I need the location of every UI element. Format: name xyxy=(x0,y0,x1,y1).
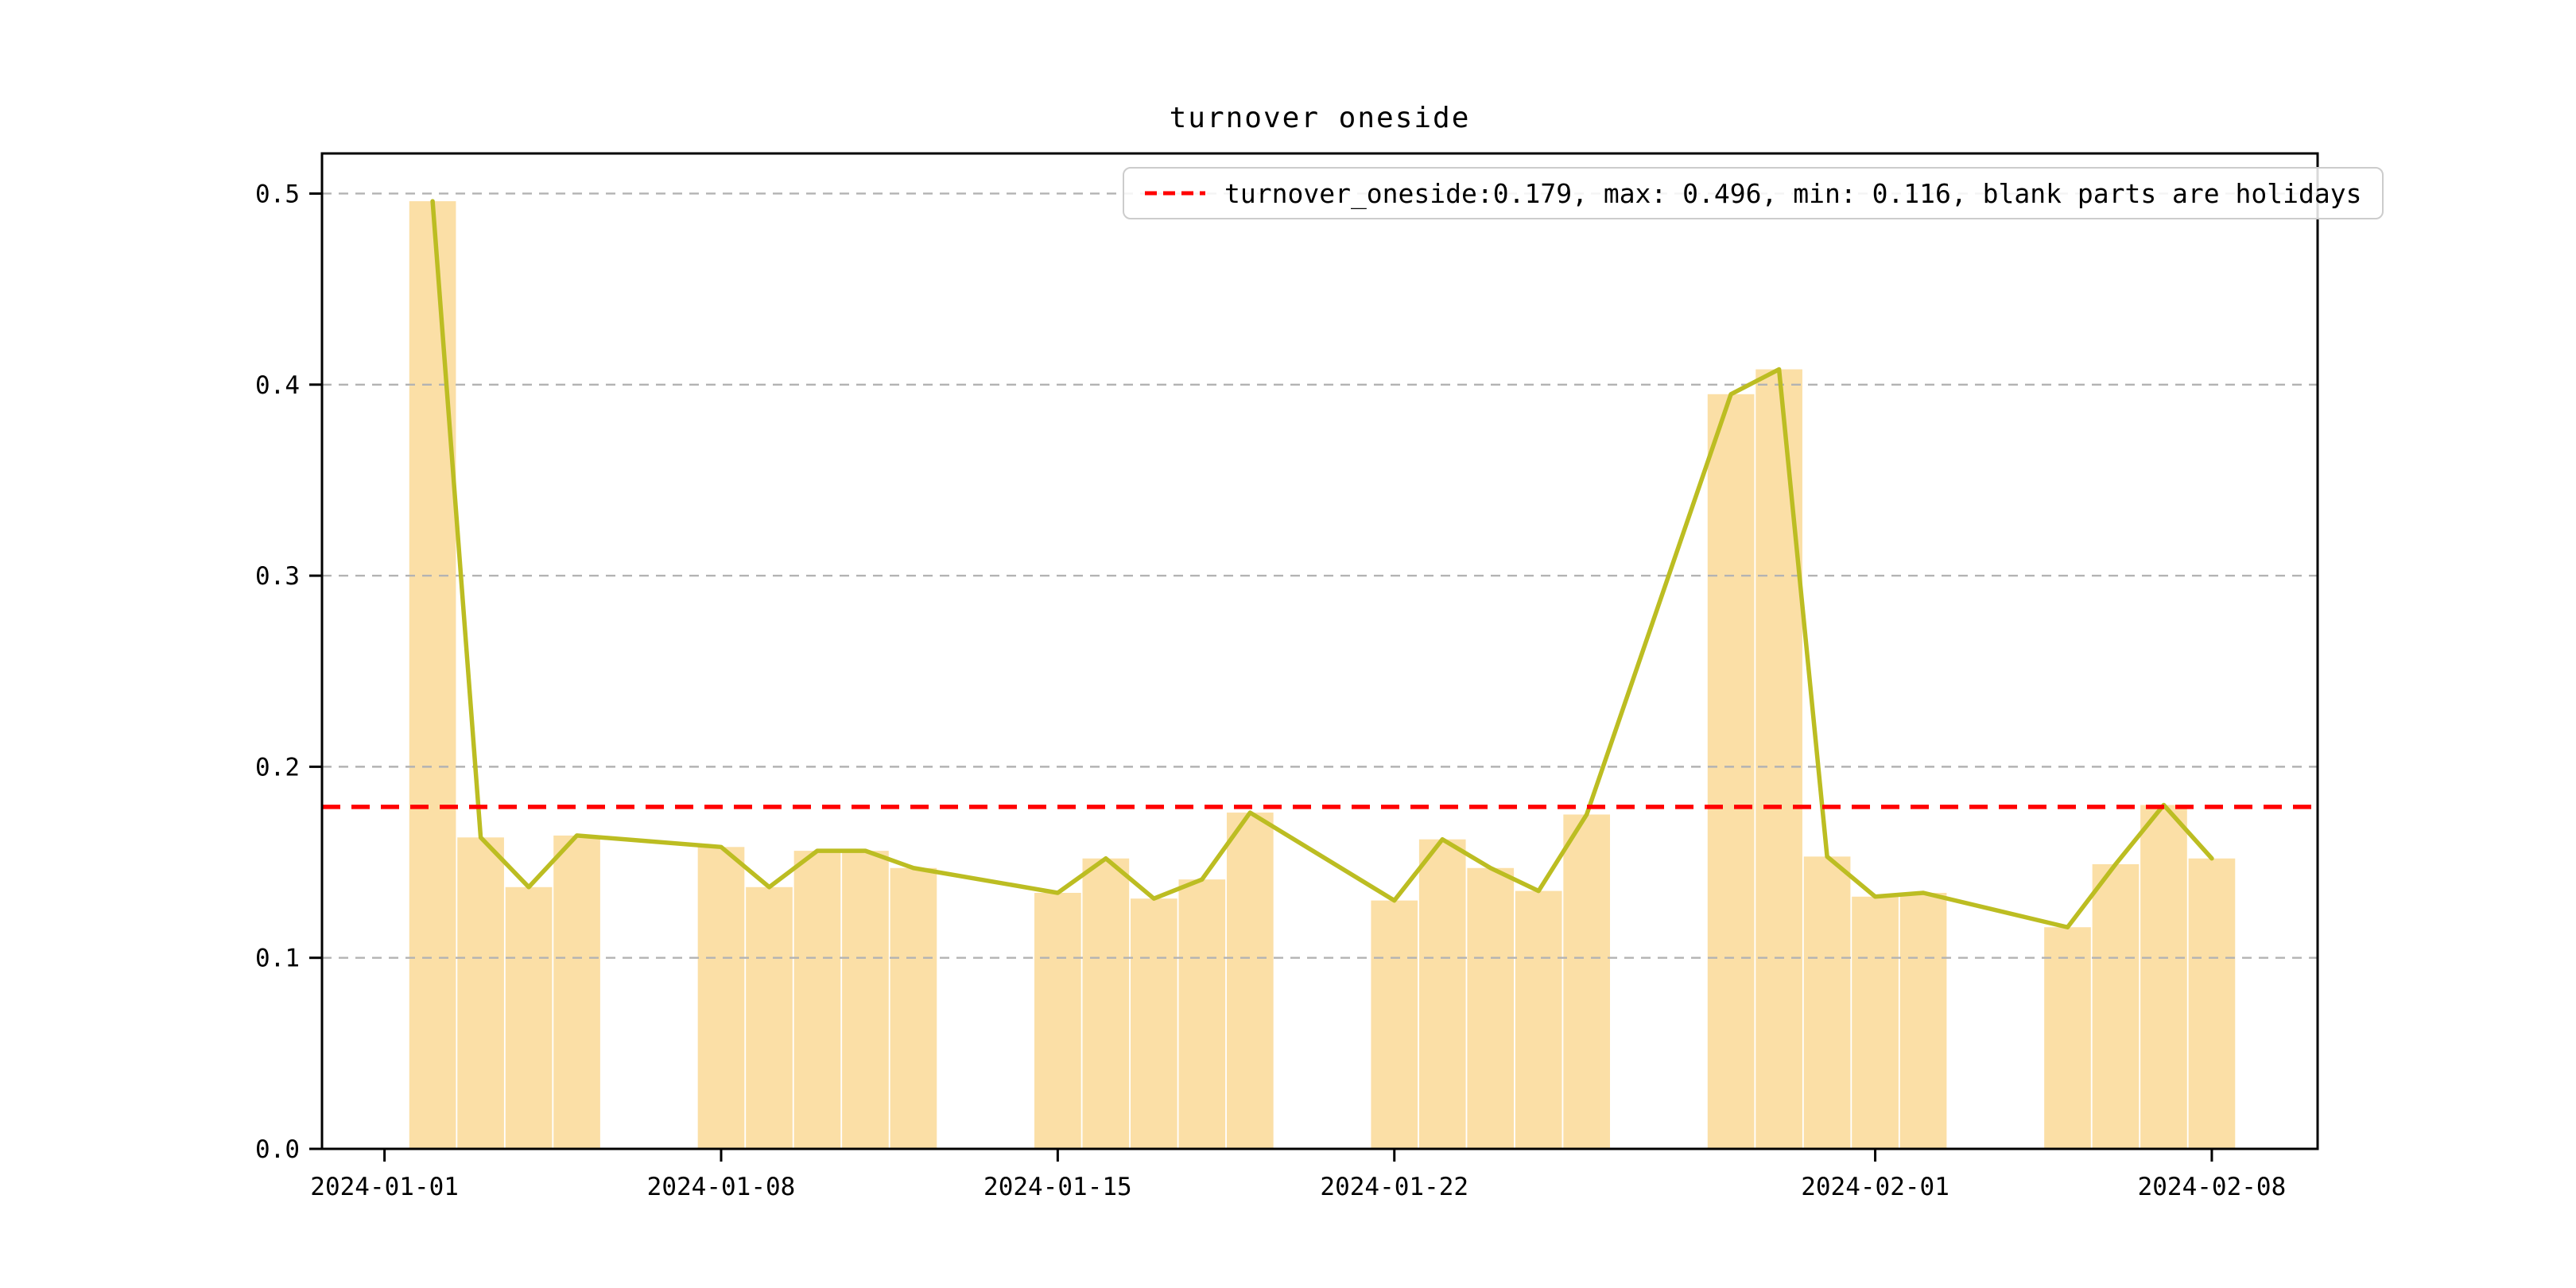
bar xyxy=(505,886,553,1149)
bar xyxy=(746,886,793,1149)
bar xyxy=(2140,805,2187,1149)
bar xyxy=(1131,898,1177,1149)
turnover-line xyxy=(430,199,2214,929)
bar xyxy=(2092,863,2140,1149)
bar xyxy=(1803,856,1851,1149)
bar xyxy=(1755,369,1802,1150)
y-tick-label: 0.1 xyxy=(255,945,300,973)
axes-box xyxy=(320,152,2319,1150)
bar xyxy=(1899,892,1947,1149)
y-tick-label: 0.5 xyxy=(255,180,300,208)
bar xyxy=(1563,814,1611,1149)
y-tick-label: 0.4 xyxy=(255,371,300,400)
bar xyxy=(1852,896,1899,1149)
bar xyxy=(1034,892,1081,1149)
x-tick-label: 2024-02-08 xyxy=(2138,1173,2287,1201)
x-tick-label: 2024-01-15 xyxy=(983,1173,1132,1201)
bar xyxy=(842,851,889,1149)
bar xyxy=(1467,867,1515,1149)
bar xyxy=(1226,813,1274,1149)
bar xyxy=(1082,858,1130,1149)
x-tick-label: 2024-02-01 xyxy=(1801,1173,1949,1201)
bar xyxy=(793,851,841,1149)
bar xyxy=(553,835,600,1149)
bar xyxy=(697,847,745,1149)
bar xyxy=(409,201,456,1149)
legend-dash-marker-icon xyxy=(1145,191,1205,196)
y-tick-label: 0.0 xyxy=(255,1135,300,1164)
bar xyxy=(457,837,504,1149)
bar xyxy=(2044,927,2091,1149)
legend-label: turnover_oneside:0.179, max: 0.496, min:… xyxy=(1224,177,2362,209)
bar xyxy=(1371,900,1418,1149)
x-tick-label: 2024-01-22 xyxy=(1320,1173,1468,1201)
bar xyxy=(1707,394,1755,1149)
bar xyxy=(890,867,937,1149)
chart-title: turnover oneside xyxy=(1169,102,1471,134)
bar xyxy=(2188,858,2236,1149)
bar xyxy=(1515,890,1562,1149)
x-tick-label: 2024-01-01 xyxy=(310,1173,459,1201)
bar xyxy=(1178,879,1226,1149)
legend: turnover_oneside:0.179, max: 0.496, min:… xyxy=(1123,167,2384,219)
bar xyxy=(1418,839,1466,1149)
y-tick-label: 0.2 xyxy=(255,753,300,782)
y-tick-label: 0.3 xyxy=(255,562,300,591)
x-tick-label: 2024-01-08 xyxy=(647,1173,796,1201)
